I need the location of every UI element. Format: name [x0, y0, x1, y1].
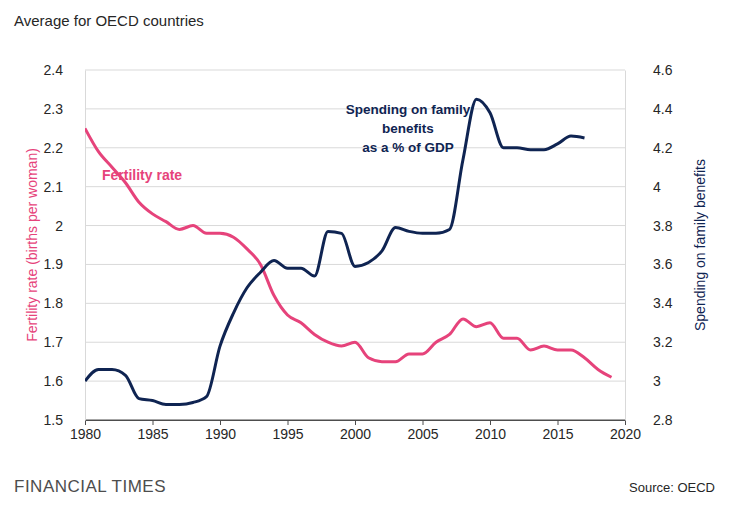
- y-tick-label: 2: [55, 218, 63, 234]
- grid-line: [85, 264, 625, 265]
- x-tick-mark: [355, 420, 356, 425]
- grid-line: [85, 303, 625, 304]
- y2-tick-label: 3: [653, 373, 661, 389]
- x-tick: 1985: [137, 420, 168, 442]
- y2-axis: 2.8 3 3.2 3.4 3.6 3.8 4 4.2 4.4 4.6: [625, 62, 673, 428]
- y-tick: 2.3: [44, 101, 85, 117]
- y-tick-label: 1.5: [44, 412, 64, 428]
- y2-tick-label: 3.4: [653, 295, 673, 311]
- x-tick-mark: [625, 420, 626, 425]
- x-tick-label: 1985: [137, 426, 168, 442]
- y2-tick: 3.2: [625, 334, 673, 350]
- grid-line: [85, 381, 625, 382]
- y-tick-label: 1.6: [44, 373, 64, 389]
- title: Average for OECD countries: [14, 12, 204, 29]
- x-tick: 2005: [407, 420, 438, 442]
- series-line: [85, 99, 585, 404]
- x-tick-mark: [153, 420, 154, 425]
- y-tick: 2.4: [44, 62, 85, 78]
- y-tick: 2.2: [44, 140, 85, 156]
- x-tick-mark: [220, 420, 221, 425]
- y-tick-label: 1.9: [44, 256, 64, 272]
- y2-tick-label: 4: [653, 179, 661, 195]
- x-tick: 1980: [70, 420, 101, 442]
- y-tick-label: 2.3: [44, 101, 64, 117]
- y2-axis-line: [625, 71, 626, 421]
- y2-tick: 3.4: [625, 295, 673, 311]
- x-tick: 2015: [542, 420, 573, 442]
- y2-tick: 2.8: [625, 412, 673, 428]
- chart: 1980198519901995200020052010201520201.51…: [0, 0, 741, 510]
- grid: [85, 70, 625, 420]
- x-tick-label: 2010: [475, 426, 506, 442]
- x-tick: 1990: [205, 420, 236, 442]
- y2-tick: 4.4: [625, 101, 673, 117]
- y2-tick-label: 2.8: [653, 412, 673, 428]
- x-tick-label: 1980: [70, 426, 101, 442]
- y2-tick: 4: [625, 179, 661, 195]
- y2-tick: 3.8: [625, 218, 673, 234]
- y2-tick-label: 3.6: [653, 256, 673, 272]
- x-tick-label: 1990: [205, 426, 236, 442]
- series-label: Fertility rate: [102, 167, 182, 183]
- y-tick: 1.5: [44, 412, 85, 428]
- y-tick-label: 1.7: [44, 334, 64, 350]
- y2-tick: 4.6: [625, 62, 673, 78]
- series-label: Spending on familybenefitsas a % of GDP: [346, 102, 471, 155]
- y-tick: 1.9: [44, 256, 85, 272]
- x-tick: 2020: [610, 420, 641, 442]
- x-tick-label: 2020: [610, 426, 641, 442]
- y-axis: 1.5 1.6 1.7 1.8 1.9 2 2.1 2.2 2.3 2.4: [44, 62, 86, 428]
- grid-line: [85, 225, 625, 226]
- y-axis-title: Fertility rate (births per woman): [24, 148, 40, 342]
- x-axis-line: [86, 421, 626, 426]
- y-tick-label: 1.8: [44, 295, 64, 311]
- y-tick: 1.7: [44, 334, 85, 350]
- x-tick-mark: [85, 420, 86, 425]
- y2-tick-label: 4.2: [653, 140, 673, 156]
- y2-tick: 3: [625, 373, 661, 389]
- x-tick-mark: [490, 420, 491, 425]
- grid-line: [85, 147, 625, 148]
- x-tick: 1995: [272, 420, 303, 442]
- y2-axis-title: Spending on family benefits: [692, 159, 708, 331]
- lines: [85, 99, 612, 404]
- y2-tick-label: 3.2: [653, 334, 673, 350]
- x-tick-label: 1995: [272, 426, 303, 442]
- y2-tick: 4.2: [625, 140, 673, 156]
- y-tick: 2.1: [44, 179, 85, 195]
- publisher: FINANCIAL TIMES: [14, 477, 166, 496]
- y-tick-label: 2.4: [44, 62, 64, 78]
- x-tick-label: 2000: [340, 426, 371, 442]
- y2-tick-label: 3.8: [653, 218, 673, 234]
- x-axis: 1980 1985 1990 1995 2000 2005 2010 2015 2020: [70, 420, 641, 442]
- y-tick: 1.6: [44, 373, 85, 389]
- x-tick-mark: [288, 420, 289, 425]
- x-tick-mark: [558, 420, 559, 425]
- x-tick-label: 2015: [542, 426, 573, 442]
- y-tick: 2: [55, 218, 85, 234]
- source: Source: OECD: [629, 480, 715, 495]
- grid-line: [85, 70, 625, 71]
- grid-line: [85, 186, 625, 187]
- y-tick: 1.8: [44, 295, 85, 311]
- x-tick: 2000: [340, 420, 371, 442]
- x-tick-label: 2005: [407, 426, 438, 442]
- x-tick-mark: [423, 420, 424, 425]
- y2-tick: 3.6: [625, 256, 673, 272]
- y-axis-line: [85, 71, 86, 421]
- y2-tick-label: 4.4: [653, 101, 673, 117]
- y2-tick-label: 4.6: [653, 62, 673, 78]
- y-tick-label: 2.2: [44, 140, 64, 156]
- y-tick-label: 2.1: [44, 179, 64, 195]
- x-tick: 2010: [475, 420, 506, 442]
